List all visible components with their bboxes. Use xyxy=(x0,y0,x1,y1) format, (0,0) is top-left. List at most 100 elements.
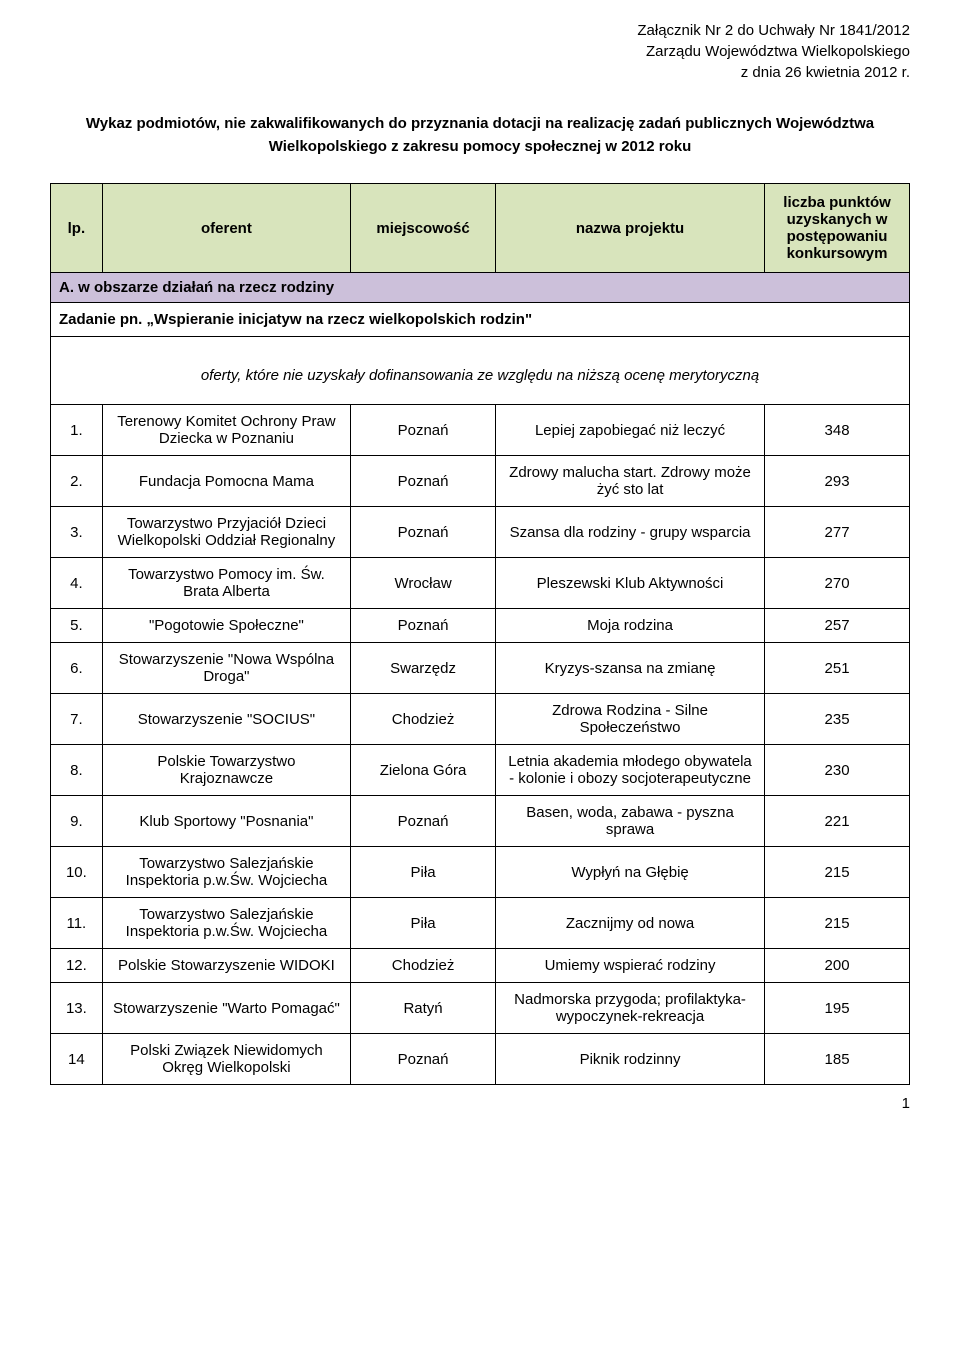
header-punkty: liczba punktów uzyskanych w postępowaniu… xyxy=(765,184,910,273)
table-row: 7.Stowarzyszenie "SOCIUS"ChodzieżZdrowa … xyxy=(51,694,910,745)
header-oferent: oferent xyxy=(102,184,350,273)
cell-oferent: Stowarzyszenie "SOCIUS" xyxy=(102,694,350,745)
table-header-row: lp. oferent miejscowość nazwa projektu l… xyxy=(51,184,910,273)
cell-lp: 4. xyxy=(51,558,103,609)
cell-oferent: Klub Sportowy "Posnania" xyxy=(102,796,350,847)
cell-miejscowosc: Zielona Góra xyxy=(351,745,496,796)
cell-oferent: Towarzystwo Pomocy im. Św. Brata Alberta xyxy=(102,558,350,609)
cell-miejscowosc: Chodzież xyxy=(351,694,496,745)
data-rows-body: 1.Terenowy Komitet Ochrony Praw Dziecka … xyxy=(51,405,910,1085)
cell-punkty: 235 xyxy=(765,694,910,745)
cell-punkty: 215 xyxy=(765,847,910,898)
cell-punkty: 230 xyxy=(765,745,910,796)
cell-lp: 9. xyxy=(51,796,103,847)
cell-punkty: 221 xyxy=(765,796,910,847)
cell-projekt: Szansa dla rodziny - grupy wsparcia xyxy=(496,507,765,558)
cell-lp: 14 xyxy=(51,1034,103,1085)
page-number: 1 xyxy=(50,1095,910,1112)
header-lp: lp. xyxy=(51,184,103,273)
cell-miejscowosc: Poznań xyxy=(351,1034,496,1085)
cell-oferent: Terenowy Komitet Ochrony Praw Dziecka w … xyxy=(102,405,350,456)
table-row: 2.Fundacja Pomocna MamaPoznańZdrowy malu… xyxy=(51,456,910,507)
table-row: 1.Terenowy Komitet Ochrony Praw Dziecka … xyxy=(51,405,910,456)
cell-lp: 8. xyxy=(51,745,103,796)
cell-lp: 6. xyxy=(51,643,103,694)
cell-projekt: Moja rodzina xyxy=(496,609,765,643)
cell-miejscowosc: Poznań xyxy=(351,456,496,507)
task-row: Zadanie pn. „Wspieranie inicjatyw na rze… xyxy=(51,303,910,337)
cell-lp: 10. xyxy=(51,847,103,898)
section-a-row: A. w obszarze działań na rzecz rodziny xyxy=(51,273,910,303)
header-line-2: Zarządu Województwa Wielkopolskiego xyxy=(50,41,910,62)
table-row: 8.Polskie Towarzystwo KrajoznawczeZielon… xyxy=(51,745,910,796)
cell-oferent: Polski Związek Niewidomych Okręg Wielkop… xyxy=(102,1034,350,1085)
cell-lp: 12. xyxy=(51,949,103,983)
cell-punkty: 293 xyxy=(765,456,910,507)
cell-oferent: Towarzystwo Salezjańskie Inspektoria p.w… xyxy=(102,898,350,949)
cell-projekt: Pleszewski Klub Aktywności xyxy=(496,558,765,609)
cell-projekt: Basen, woda, zabawa - pyszna sprawa xyxy=(496,796,765,847)
cell-projekt: Lepiej zapobiegać niż leczyć xyxy=(496,405,765,456)
main-title: Wykaz podmiotów, nie zakwalifikowanych d… xyxy=(50,113,910,158)
table-row: 3.Towarzystwo Przyjaciół Dzieci Wielkopo… xyxy=(51,507,910,558)
cell-projekt: Zdrowy malucha start. Zdrowy może żyć st… xyxy=(496,456,765,507)
cell-projekt: Wypłyń na Głębię xyxy=(496,847,765,898)
cell-punkty: 348 xyxy=(765,405,910,456)
cell-miejscowosc: Wrocław xyxy=(351,558,496,609)
subheading-label: oferty, które nie uzyskały dofinansowani… xyxy=(51,337,910,405)
cell-projekt: Zdrowa Rodzina - Silne Społeczeństwo xyxy=(496,694,765,745)
document-header: Załącznik Nr 2 do Uchwały Nr 1841/2012 Z… xyxy=(50,20,910,83)
cell-lp: 2. xyxy=(51,456,103,507)
cell-projekt: Nadmorska przygoda; profilaktyka-wypoczy… xyxy=(496,983,765,1034)
table-row: 9.Klub Sportowy "Posnania"PoznańBasen, w… xyxy=(51,796,910,847)
cell-oferent: Towarzystwo Przyjaciół Dzieci Wielkopols… xyxy=(102,507,350,558)
cell-miejscowosc: Poznań xyxy=(351,609,496,643)
cell-oferent: Towarzystwo Salezjańskie Inspektoria p.w… xyxy=(102,847,350,898)
cell-punkty: 251 xyxy=(765,643,910,694)
cell-miejscowosc: Poznań xyxy=(351,507,496,558)
cell-punkty: 200 xyxy=(765,949,910,983)
cell-punkty: 215 xyxy=(765,898,910,949)
cell-projekt: Letnia akademia młodego obywatela - kolo… xyxy=(496,745,765,796)
cell-punkty: 270 xyxy=(765,558,910,609)
table-row: 5."Pogotowie Społeczne"PoznańMoja rodzin… xyxy=(51,609,910,643)
cell-oferent: Fundacja Pomocna Mama xyxy=(102,456,350,507)
cell-miejscowosc: Piła xyxy=(351,898,496,949)
table-row: 13.Stowarzyszenie "Warto Pomagać"RatyńNa… xyxy=(51,983,910,1034)
cell-lp: 5. xyxy=(51,609,103,643)
cell-oferent: Stowarzyszenie "Warto Pomagać" xyxy=(102,983,350,1034)
cell-miejscowosc: Chodzież xyxy=(351,949,496,983)
table-row: 10.Towarzystwo Salezjańskie Inspektoria … xyxy=(51,847,910,898)
cell-lp: 11. xyxy=(51,898,103,949)
header-miejscowosc: miejscowość xyxy=(351,184,496,273)
data-table: lp. oferent miejscowość nazwa projektu l… xyxy=(50,183,910,1085)
task-label: Zadanie pn. „Wspieranie inicjatyw na rze… xyxy=(51,303,910,337)
cell-punkty: 277 xyxy=(765,507,910,558)
cell-miejscowosc: Piła xyxy=(351,847,496,898)
cell-projekt: Kryzys-szansa na zmianę xyxy=(496,643,765,694)
cell-miejscowosc: Poznań xyxy=(351,796,496,847)
cell-projekt: Zacznijmy od nowa xyxy=(496,898,765,949)
cell-miejscowosc: Ratyń xyxy=(351,983,496,1034)
cell-punkty: 257 xyxy=(765,609,910,643)
cell-oferent: Polskie Stowarzyszenie WIDOKI xyxy=(102,949,350,983)
cell-punkty: 185 xyxy=(765,1034,910,1085)
cell-projekt: Umiemy wspierać rodziny xyxy=(496,949,765,983)
cell-projekt: Piknik rodzinny xyxy=(496,1034,765,1085)
cell-miejscowosc: Swarzędz xyxy=(351,643,496,694)
cell-lp: 7. xyxy=(51,694,103,745)
cell-punkty: 195 xyxy=(765,983,910,1034)
header-projekt: nazwa projektu xyxy=(496,184,765,273)
subheading-row: oferty, które nie uzyskały dofinansowani… xyxy=(51,337,910,405)
section-a-label: A. w obszarze działań na rzecz rodziny xyxy=(51,273,910,303)
cell-oferent: Polskie Towarzystwo Krajoznawcze xyxy=(102,745,350,796)
table-row: 12.Polskie Stowarzyszenie WIDOKIChodzież… xyxy=(51,949,910,983)
cell-lp: 1. xyxy=(51,405,103,456)
table-row: 11.Towarzystwo Salezjańskie Inspektoria … xyxy=(51,898,910,949)
cell-lp: 3. xyxy=(51,507,103,558)
header-line-3: z dnia 26 kwietnia 2012 r. xyxy=(50,62,910,83)
table-row: 4.Towarzystwo Pomocy im. Św. Brata Alber… xyxy=(51,558,910,609)
cell-oferent: "Pogotowie Społeczne" xyxy=(102,609,350,643)
cell-miejscowosc: Poznań xyxy=(351,405,496,456)
header-line-1: Załącznik Nr 2 do Uchwały Nr 1841/2012 xyxy=(50,20,910,41)
